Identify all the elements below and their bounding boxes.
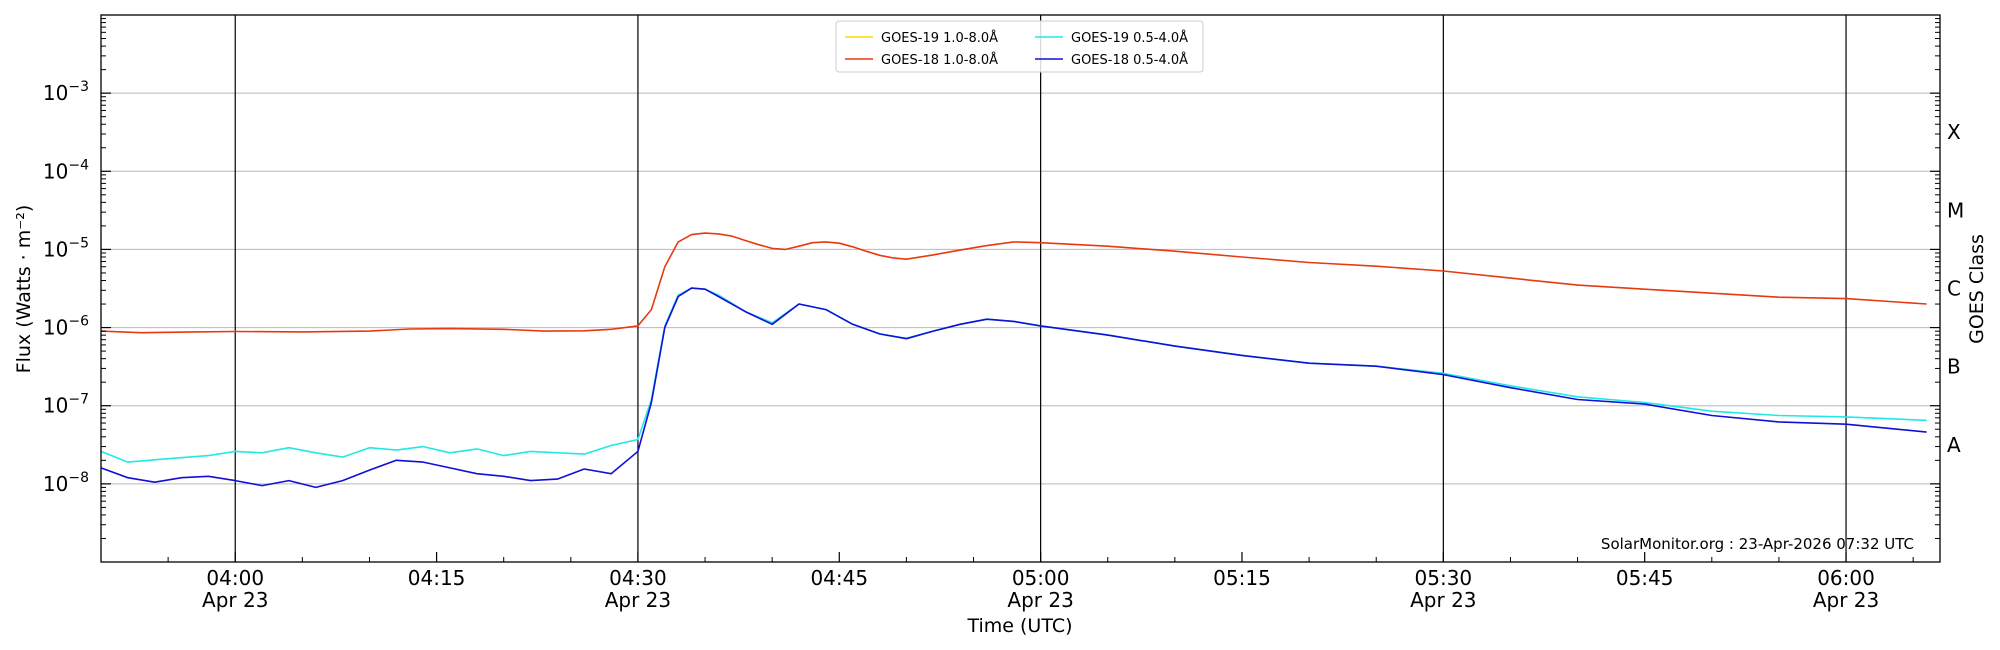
credit-text: SolarMonitor.org : 23-Apr-2026 07:32 UTC <box>1601 535 1914 553</box>
legend-box <box>835 20 1204 73</box>
goes-class-label: B <box>1947 355 1961 379</box>
legend-label-2: GOES-19 0.5-4.0Å <box>1071 30 1188 46</box>
x-tick-date-label: Apr 23 <box>1007 588 1073 612</box>
x-tick-label: 05:45 <box>1616 566 1674 590</box>
legend-label-0: GOES-19 1.0-8.0Å <box>881 30 998 46</box>
goes-class-label: A <box>1947 433 1961 457</box>
grid-layer <box>101 92 1940 485</box>
legend-label-1: GOES-18 1.0-8.0Å <box>881 52 998 68</box>
y-tick-label: 10−7 <box>43 392 89 418</box>
y-tick-label: 10−3 <box>43 79 89 105</box>
x-tick-label: 04:00 <box>206 566 264 590</box>
x-tick-date-label: Apr 23 <box>1813 588 1879 612</box>
x-tick-label: 05:00 <box>1012 566 1070 590</box>
x-tick-label: 05:30 <box>1415 566 1473 590</box>
x-tick-label: 04:15 <box>408 566 466 590</box>
x-axis-label: Time (UTC) <box>966 615 1072 637</box>
y2-axis-label: GOES Class <box>1966 234 1988 344</box>
y-tick-label: 10−6 <box>43 314 89 340</box>
legend-label-3: GOES-18 0.5-4.0Å <box>1071 52 1188 68</box>
y-tick-label: 10−5 <box>43 235 89 261</box>
goes-class-label: C <box>1947 277 1961 301</box>
y-tick-label: 10−8 <box>43 470 89 496</box>
y-axis-label: Flux (Watts · m⁻²) <box>13 205 35 374</box>
series-line-2 <box>100 287 1927 463</box>
series-line-3 <box>100 287 1927 489</box>
x-tick-date-label: Apr 23 <box>605 588 671 612</box>
x-tick-label: 06:00 <box>1817 566 1875 590</box>
series-line-1 <box>100 232 1927 334</box>
x-tick-label: 05:15 <box>1213 566 1271 590</box>
y-tick-label: 10−4 <box>43 157 89 183</box>
x-tick-date-label: Apr 23 <box>1410 588 1476 612</box>
legend: GOES-19 1.0-8.0Å GOES-18 1.0-8.0Å GOES-19 … <box>835 20 1204 73</box>
x-tick-label: 04:30 <box>609 566 667 590</box>
x-tick-date-label: Apr 23 <box>202 588 268 612</box>
goes-class-label: M <box>1947 198 1964 222</box>
series-layer <box>100 232 1927 489</box>
vertical-lines-layer <box>234 15 1847 562</box>
plot-frame <box>100 14 1941 563</box>
x-tick-label: 04:45 <box>810 566 868 590</box>
goes-class-label: X <box>1947 120 1961 144</box>
